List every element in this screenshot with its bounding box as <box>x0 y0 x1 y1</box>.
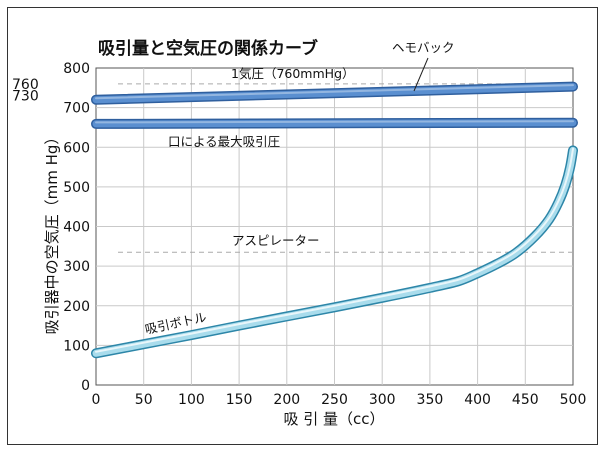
x-tick-label: 250 <box>321 392 348 408</box>
y-tick-label: 800 <box>63 61 90 77</box>
x-tick-label: 150 <box>226 392 253 408</box>
x-tick-label: 350 <box>417 392 444 408</box>
x-tick-label: 0 <box>92 392 101 408</box>
tick-labels: 0 50 100 150 200 250 300 350 400 450 500 0 100 200 300… <box>12 61 586 408</box>
x-tick-label: 200 <box>273 392 300 408</box>
x-tick-label: 500 <box>560 392 587 408</box>
dark-band-highlight <box>95 84 574 100</box>
y-tick-label: 600 <box>63 140 90 156</box>
y-tick-label: 100 <box>63 338 90 354</box>
dark-band-highlight <box>95 120 574 124</box>
x-tick-label: 400 <box>464 392 491 408</box>
label-aspirator: アスピレーター <box>232 233 320 248</box>
extra-y-tick-label: 730 <box>12 89 39 105</box>
x-tick-label: 300 <box>369 392 396 408</box>
y-tick-label: 0 <box>81 378 90 394</box>
x-tick-label: 450 <box>512 392 539 408</box>
x-axis-title: 吸 引 量（cc） <box>283 410 384 428</box>
x-tick-label: 50 <box>135 392 153 408</box>
extra-y-tick-label: 760 <box>12 77 39 93</box>
x-tick-label: 100 <box>178 392 205 408</box>
label-mouth-suction: 口による最大吸引圧 <box>168 134 280 149</box>
light-band-highlight <box>95 147 574 353</box>
dark-band-body <box>92 83 577 104</box>
y-tick-label: 300 <box>63 259 90 275</box>
dark-band-body <box>92 119 577 128</box>
y-tick-label: 200 <box>63 299 90 315</box>
y-tick-label: 400 <box>63 220 90 236</box>
chart-title: 吸引量と空気圧の関係カーブ <box>98 38 318 59</box>
y-tick-label: 500 <box>63 180 90 196</box>
y-axis-title: 吸引器中の空気圧（mm Hg） <box>43 130 61 335</box>
hemovac-pointer-line <box>413 57 429 92</box>
label-hemovac: ヘモバック <box>392 40 455 55</box>
series-group <box>91 81 578 359</box>
label-one-atmosphere: 1気圧（760mmHg） <box>231 66 355 81</box>
y-tick-label: 700 <box>63 101 90 117</box>
